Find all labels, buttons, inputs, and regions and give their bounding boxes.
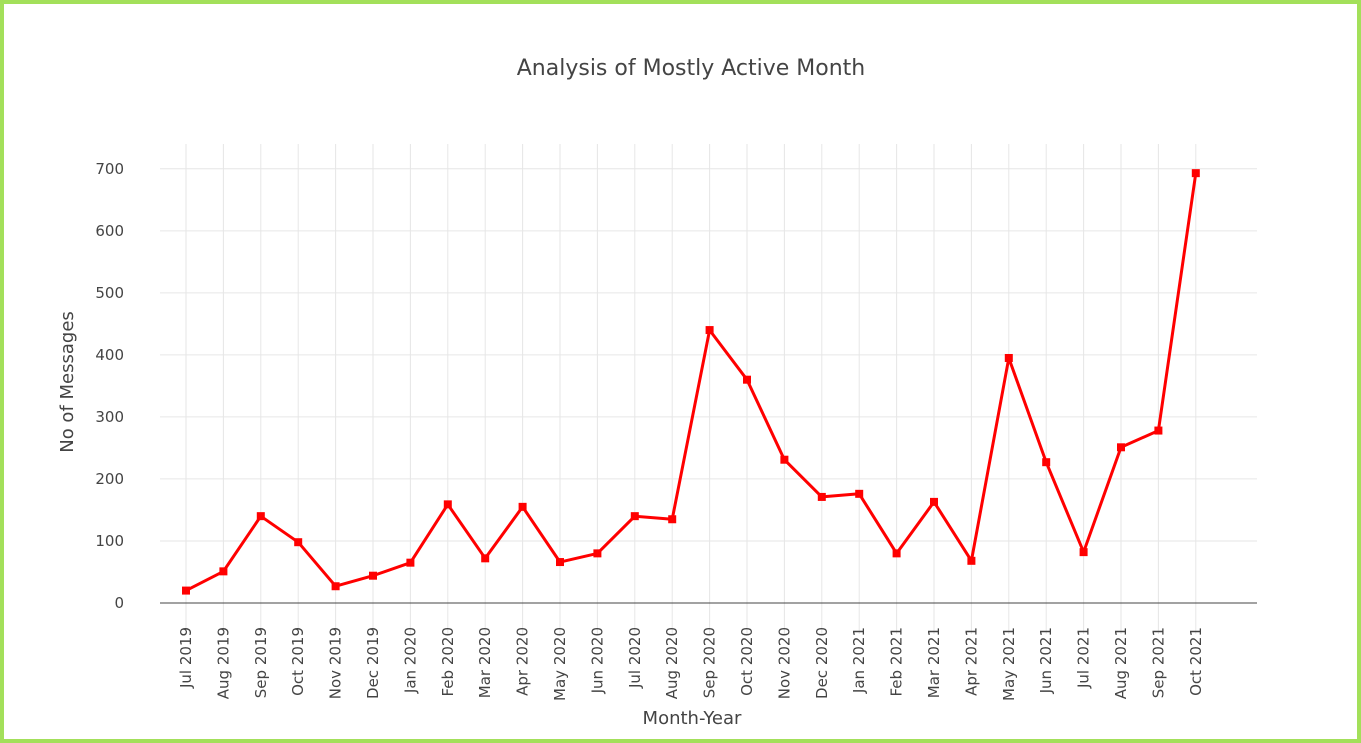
x-tick-label: Jun 2020 (588, 627, 606, 694)
data-point (1117, 443, 1125, 452)
data-point (668, 515, 677, 524)
data-point (256, 512, 265, 521)
data-point (219, 567, 228, 576)
x-tick-label: Jul 2020 (626, 627, 644, 689)
x-tick-label: Jun 2021 (1037, 627, 1055, 694)
grid-lines (160, 144, 1257, 634)
y-tick-label: 600 (95, 222, 124, 240)
series-messages (182, 169, 1200, 595)
data-point (556, 558, 564, 567)
x-tick-label: Apr 2020 (514, 627, 532, 696)
data-point (780, 455, 789, 464)
data-point (331, 582, 340, 591)
y-tick-label: 700 (95, 160, 124, 178)
data-point (406, 558, 415, 567)
data-point (1004, 353, 1013, 362)
y-tick-label: 400 (95, 346, 124, 364)
x-tick-label: Dec 2019 (364, 627, 382, 699)
data-point (369, 571, 377, 580)
data-point (593, 549, 602, 558)
x-tick-label: Nov 2020 (775, 627, 793, 699)
data-point (1191, 169, 1200, 178)
data-point (705, 326, 714, 335)
x-tick-label: Sep 2019 (252, 627, 270, 698)
x-tick-label: Aug 2020 (663, 627, 681, 699)
x-tick-label: Sep 2021 (1149, 627, 1167, 698)
tick-labels: 0 100 200 300 400 500 600 700 Jul 2019 Aug 2019 Se… (95, 160, 1204, 701)
data-point (294, 538, 303, 547)
x-tick-label: Nov 2019 (327, 627, 345, 699)
x-tick-label: Jan 2021 (850, 627, 868, 694)
data-point (967, 556, 976, 565)
data-point (443, 500, 452, 509)
x-tick-label: Aug 2021 (1112, 627, 1130, 699)
x-tick-label: Oct 2020 (738, 627, 756, 696)
line-chart: 0 100 200 300 400 500 600 700 Jul 2019 Aug 2019 Se… (57, 56, 1257, 729)
y-tick-label: 200 (95, 470, 124, 488)
data-point (743, 375, 751, 384)
data-point (1042, 458, 1051, 467)
data-point (930, 497, 938, 506)
x-tick-label: Oct 2019 (289, 627, 307, 696)
data-point (481, 554, 490, 563)
x-tick-label: May 2020 (551, 627, 569, 701)
data-point (817, 492, 826, 501)
series-line (185, 172, 1198, 592)
data-point (518, 502, 527, 511)
x-tick-label: Dec 2020 (813, 627, 831, 699)
y-tick-label: 100 (95, 532, 124, 550)
x-tick-label: Feb 2020 (439, 627, 457, 697)
x-tick-label: Mar 2020 (476, 627, 494, 698)
x-axis-title: Month-Year (643, 708, 742, 729)
x-tick-label: Mar 2021 (925, 627, 943, 698)
x-tick-label: May 2021 (1000, 627, 1018, 701)
y-axis-title: No of Messages (57, 311, 78, 453)
data-point (892, 549, 901, 558)
x-tick-label: Feb 2021 (888, 627, 906, 697)
data-point (855, 489, 864, 498)
x-tick-label: Sep 2020 (701, 627, 719, 698)
x-tick-label: Jan 2020 (401, 627, 419, 694)
x-tick-label: Aug 2019 (214, 627, 232, 699)
data-point (1079, 548, 1088, 557)
y-tick-label: 0 (114, 594, 124, 612)
data-point (1154, 426, 1163, 435)
x-tick-label: Jul 2021 (1075, 627, 1093, 689)
data-point (182, 586, 190, 595)
y-tick-label: 300 (95, 408, 124, 426)
chart-title: Analysis of Mostly Active Month (517, 56, 866, 81)
y-tick-label: 500 (95, 284, 124, 302)
x-tick-label: Jul 2019 (177, 627, 195, 689)
x-tick-label: Oct 2021 (1187, 627, 1205, 696)
data-point (630, 512, 639, 521)
x-tick-label: Apr 2021 (962, 627, 980, 696)
